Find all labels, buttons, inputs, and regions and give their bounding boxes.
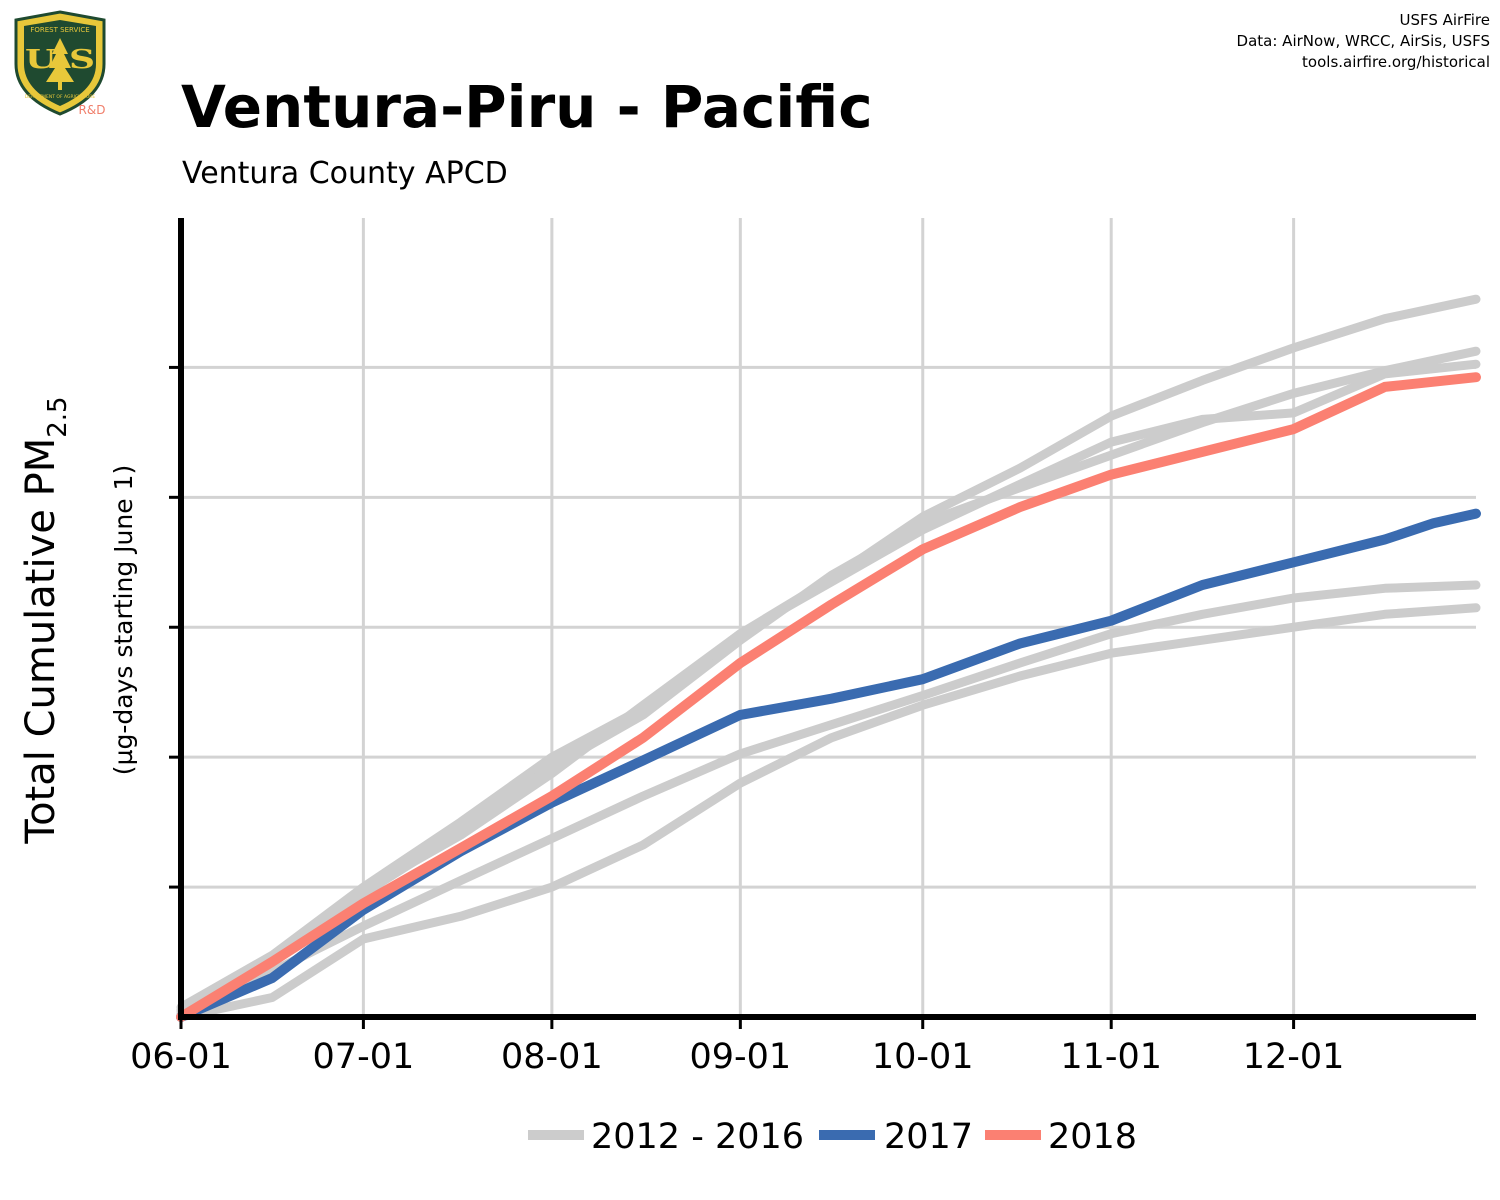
y-axis-label-main: Total Cumulative PM	[18, 438, 64, 845]
x-tick-label: 07-01	[313, 1037, 415, 1077]
legend: 2012 - 2016 2017 2018	[528, 1117, 1137, 1157]
x-tick-label: 11-01	[1060, 1037, 1162, 1077]
x-axis-ticks: 06-01 07-01 08-01 09-01 10-01 11-01 12-01	[130, 1017, 1344, 1077]
y-axis-label-units: (µg-days starting June 1)	[109, 465, 138, 775]
legend-label: 2018	[1048, 1117, 1137, 1157]
chart-subtitle: Ventura County APCD	[182, 156, 508, 191]
x-tick-label: 08-01	[501, 1037, 603, 1077]
series-lines	[176, 294, 1481, 1022]
credit-line: Data: AirNow, WRCC, AirSis, USFS	[1236, 32, 1490, 50]
x-tick-label: 09-01	[689, 1037, 791, 1077]
legend-label: 2017	[884, 1117, 973, 1157]
series-line-y2017	[176, 508, 1481, 1022]
series-line-history	[176, 603, 1481, 1022]
x-tick-label: 12-01	[1243, 1037, 1345, 1077]
chart-title: Ventura-Piru - Pacific	[181, 73, 873, 141]
x-tick-label: 10-01	[872, 1037, 974, 1077]
series-line-history	[176, 359, 1481, 1015]
logo-ring-top-text: FOREST SERVICE	[30, 26, 89, 34]
usfs-shield-icon: U S FOREST SERVICE DEPARTMENT OF AGRICUL…	[14, 10, 106, 117]
series-line-y2018	[176, 372, 1481, 1022]
credits: USFS AirFire Data: AirNow, WRCC, AirSis,…	[1237, 10, 1490, 73]
series-line-history	[176, 580, 1481, 1019]
y-axis-label: Total Cumulative PM2.5	[18, 396, 73, 844]
legend-label: 2012 - 2016	[591, 1117, 804, 1157]
credit-line: tools.airfire.org/historical	[1302, 53, 1490, 71]
logo-letters: U S	[25, 45, 95, 75]
series-line-history	[176, 346, 1481, 1015]
axes	[169, 218, 1476, 1020]
y-axis-label-subscript: 2.5	[43, 396, 73, 437]
logo-ring-bottom-text: DEPARTMENT OF AGRICULTURE	[25, 94, 96, 100]
x-tick-label: 06-01	[130, 1037, 232, 1077]
credit-line: USFS AirFire	[1399, 11, 1490, 29]
logo-badge: R&D	[79, 103, 106, 117]
